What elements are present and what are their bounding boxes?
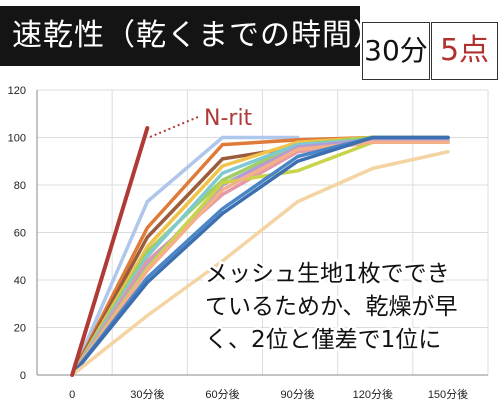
x-tick-label: 30分後 [130, 387, 164, 401]
x-tick-label: 0 [69, 389, 75, 401]
series-line [70, 150, 450, 377]
y-tick-label: 100 [8, 133, 26, 145]
x-axis: 0 30分後 60分後 90分後 120分後 150分後 [69, 387, 468, 401]
y-tick-label: 20 [14, 323, 26, 335]
chart-title: 速乾性（乾くまでの時間） [0, 6, 383, 66]
x-tick-label: 90分後 [281, 387, 315, 401]
y-tick-label: 80 [14, 180, 26, 192]
series-line [70, 140, 450, 377]
annotations: N-rit メッシュ生地1枚でできているためか、乾燥が早く、2位と僅差で1位に [149, 106, 460, 356]
x-tick-label: 120分後 [353, 387, 393, 401]
annotation-line: ているためか、乾燥が早 [205, 294, 458, 320]
annotation-text: メッシュ生地1枚でできているためか、乾燥が早く、2位と僅差で1位に [205, 261, 458, 353]
time-value-box: 30分 [362, 22, 430, 80]
x-tick-label: 150分後 [428, 387, 468, 401]
highlight-leader-line [149, 116, 199, 138]
y-tick-label: 0 [20, 370, 26, 382]
annotation-line: メッシュ生地1枚ででき [205, 261, 450, 287]
series-line [70, 135, 450, 377]
y-tick-label: 60 [14, 228, 26, 240]
annotation-line: く、2位と僅差で1位に [205, 327, 441, 353]
series-line [70, 135, 300, 377]
series-lines [70, 126, 450, 377]
series-line [70, 126, 150, 377]
y-tick-label: 40 [14, 275, 26, 287]
x-tick-label: 60分後 [205, 387, 239, 401]
highlight-label: N-rit [204, 106, 253, 131]
header: 速乾性（乾くまでの時間） 30分 5点 [0, 0, 500, 80]
score-box: 5点 [431, 22, 498, 80]
y-axis: 0 20 40 60 80 100 120 [8, 85, 26, 382]
y-tick-label: 120 [8, 85, 26, 97]
